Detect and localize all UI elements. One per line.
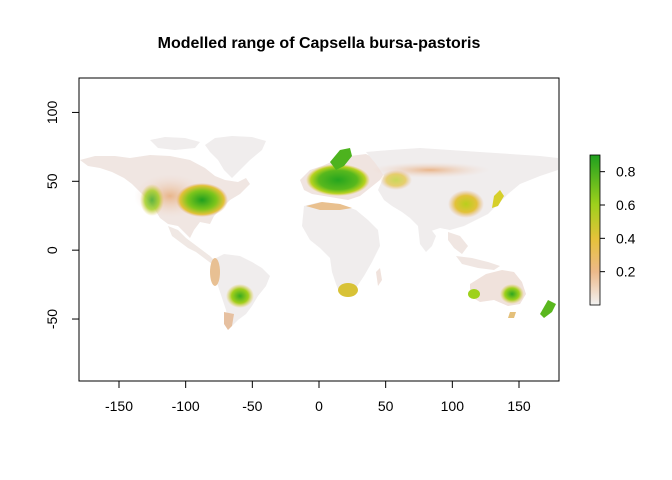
- madagascar: [376, 268, 382, 286]
- x-tick-label: -50: [242, 398, 262, 414]
- greenland: [205, 136, 266, 178]
- southeast-asia: [448, 232, 468, 254]
- legend-tick-label: 0.8: [616, 164, 636, 180]
- y-tick-label: 50: [44, 173, 60, 189]
- se-australia: [500, 284, 524, 304]
- scandinavia: [330, 148, 352, 170]
- tasmania: [508, 312, 516, 318]
- patagonia: [224, 312, 234, 330]
- x-tick-label: 150: [507, 398, 531, 414]
- europe-high: [306, 164, 370, 196]
- south-africa: [338, 283, 358, 297]
- x-tick-label: 0: [315, 398, 323, 414]
- x-tick-label: 50: [378, 398, 394, 414]
- color-legend: 0.2 0.4 0.6 0.8: [589, 154, 636, 306]
- china-east: [448, 190, 484, 218]
- na-high: [176, 183, 228, 217]
- x-axis: -150 -100 -50 0 50 100 150: [105, 381, 531, 414]
- x-tick-label: -150: [105, 398, 133, 414]
- land-masses: [80, 136, 558, 330]
- africa: [302, 202, 380, 296]
- new-zealand: [540, 300, 556, 318]
- north-africa-coast: [306, 202, 352, 210]
- japan: [492, 190, 504, 208]
- x-tick-label: 100: [441, 398, 465, 414]
- central-asia: [380, 170, 412, 190]
- legend-tick-label: 0.4: [616, 230, 636, 246]
- sw-australia: [468, 289, 480, 299]
- arctic-islands-north: [150, 137, 200, 150]
- x-tick-label: -100: [172, 398, 200, 414]
- y-tick-label: -50: [44, 309, 60, 329]
- legend-tick-label: 0.6: [616, 197, 636, 213]
- legend-colorbar: [589, 154, 601, 306]
- legend-tick-label: 0.2: [616, 264, 636, 280]
- indonesia: [456, 256, 500, 270]
- sa-southeast: [226, 284, 254, 308]
- asia: [366, 148, 558, 232]
- y-tick-label: 100: [44, 101, 60, 125]
- chart-title: Modelled range of Capsella bursa-pastori…: [158, 35, 481, 52]
- india: [418, 226, 436, 252]
- y-axis: -50 0 50 100: [44, 101, 79, 329]
- y-tick-label: 0: [44, 246, 60, 254]
- na-west: [140, 184, 164, 216]
- sa-andes: [210, 258, 220, 286]
- central-america: [168, 226, 216, 264]
- legend-ticks: 0.2 0.4 0.6 0.8: [600, 164, 636, 280]
